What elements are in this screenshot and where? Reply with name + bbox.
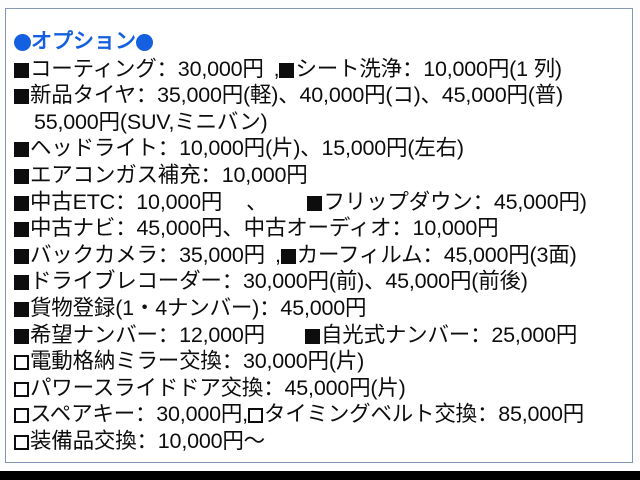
filled-square-bullet-icon [304,328,320,344]
option-text: 中古ナビ：45,000円、中古オーディオ：10,000円 [30,216,499,241]
hollow-square-bullet-icon [247,408,263,424]
filled-square-bullet-icon [14,89,29,105]
option-line: バックカメラ：35,000円, カーフィルム：45,000円(3面) [14,242,630,269]
option-text: 希望ナンバー：12,000円 [30,322,265,347]
option-lines-host: コーティング：30,000円, シート洗浄：10,000円(1 列) 新品タイヤ：3… [14,56,630,455]
filled-square-bullet-icon [14,142,29,158]
option-text: エアコンガス補充：10,000円 [30,162,308,187]
flyer-frame: オプション コーティング：30,000円, シート洗浄：10,000円(1 列) 新… [5,8,633,463]
filled-square-bullet-icon [14,222,29,238]
option-text: 貨物登録(1・4ナンバー)：45,000円 [30,295,367,320]
option-list: オプション コーティング：30,000円, シート洗浄：10,000円(1 列) 新… [14,29,630,455]
option-line: 電動格納ミラー交換：30,000円(片) [14,348,630,375]
option-line: ドライブレコーダー：30,000円(前)、45,000円(前後) [14,268,630,295]
option-text: バックカメラ：35,000円 [30,242,265,267]
option-line: エアコンガス補充：10,000円 [14,162,630,189]
option-text: ドライブレコーダー：30,000円(前)、45,000円(前後) [30,269,528,294]
filled-square-bullet-icon [307,195,323,211]
option-text: , [274,242,281,267]
hollow-square-bullet-icon [14,434,29,450]
option-text: 新品タイヤ：35,000円(軽)、40,000円(コ)、45,000円(普) [30,83,563,108]
option-line: 貨物登録(1・4ナンバー)：45,000円 [14,295,630,322]
filled-square-bullet-icon [14,168,29,184]
option-line: 中古ETC：10,000円、 フリップダウン：45,000円) [14,189,630,216]
option-text: 電動格納ミラー交換：30,000円(片) [30,349,365,374]
page-title: オプション [14,29,630,56]
option-line: コーティング：30,000円, シート洗浄：10,000円(1 列) [14,56,630,83]
option-text: タイミングベルト交換：85,000円 [263,402,585,427]
option-line: 中古ナビ：45,000円、中古オーディオ：10,000円 [14,215,630,242]
option-line: 装備品交換：10,000円～ [14,428,630,455]
filled-square-bullet-icon [280,248,296,264]
page-title-label: オプション [31,30,136,53]
option-text: 装備品交換：10,000円～ [30,428,265,453]
option-text: カーフィルム：45,000円(3面) [296,242,577,267]
option-text: スペアキー：30,000円, [30,402,248,427]
circle-bullet-left-icon [14,34,31,51]
option-text: 中古ETC：10,000円 [30,189,223,214]
filled-square-bullet-icon [279,62,295,78]
filled-square-bullet-icon [14,62,29,78]
filled-square-bullet-icon [14,275,29,291]
option-text: 自光式ナンバー：25,000円 [320,322,578,347]
option-line: ヘッドライト：10,000円(片)、15,000円(左右) [14,135,630,162]
option-text: フリップダウン：45,000円) [323,189,587,214]
option-line: 55,000円(SUV,ミニバン) [14,109,630,136]
circle-bullet-right-icon [136,34,153,51]
option-line: 希望ナンバー：12,000円 自光式ナンバー：25,000円 [14,322,630,349]
bottom-black-bar [0,471,640,480]
option-text: コーティング：30,000円 [30,56,264,81]
option-line: スペアキー：30,000円, タイミングベルト交換：85,000円 [14,401,630,428]
hollow-square-bullet-icon [14,381,29,397]
filled-square-bullet-icon [14,328,29,344]
filled-square-bullet-icon [14,301,29,317]
option-text: 、 [246,189,268,214]
hollow-square-bullet-icon [14,408,29,424]
option-text: シート洗浄：10,000円(1 列) [295,56,562,81]
option-line: 新品タイヤ：35,000円(軽)、40,000円(コ)、45,000円(普) [14,82,630,109]
option-text: , [273,56,280,81]
option-text: ヘッドライト：10,000円(片)、15,000円(左右) [30,136,464,161]
hollow-square-bullet-icon [14,355,29,371]
filled-square-bullet-icon [14,195,29,211]
option-text: 55,000円(SUV,ミニバン) [34,109,268,134]
option-line: パワースライドドア交換：45,000円(片) [14,375,630,402]
filled-square-bullet-icon [14,248,29,264]
option-text: パワースライドドア交換：45,000円(片) [30,375,406,400]
